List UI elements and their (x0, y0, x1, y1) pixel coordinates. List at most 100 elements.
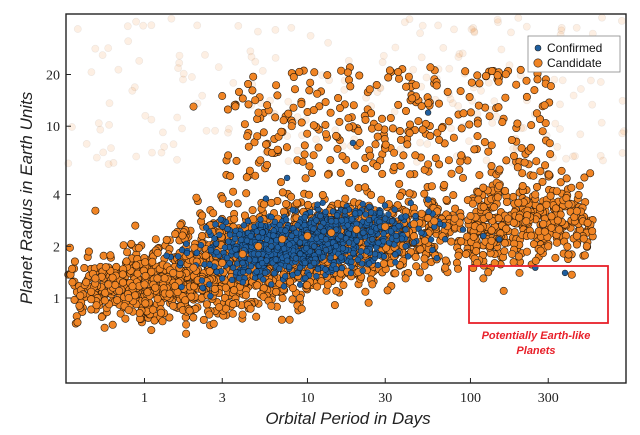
faded-point (258, 67, 267, 75)
candidate-point (546, 191, 555, 200)
legend-label-candidate: Candidate (547, 56, 602, 70)
candidate-point (443, 87, 452, 96)
candidate-point (273, 145, 282, 154)
confirmed-point (333, 212, 341, 219)
confirmed-point (206, 281, 213, 288)
candidate-point (99, 251, 108, 260)
confirmed-point (303, 245, 310, 252)
candidate-point (529, 240, 538, 249)
confirmed-point (197, 242, 205, 249)
faded-point (488, 119, 497, 127)
confirmed-point (380, 253, 388, 260)
confirmed-point (374, 261, 382, 269)
confirmed-point (257, 216, 264, 223)
candidate-point (408, 94, 417, 103)
candidate-point (223, 105, 232, 114)
candidate-point (456, 87, 465, 96)
candidate-point (344, 114, 353, 123)
candidate-point (240, 211, 249, 220)
candidate-point (189, 102, 198, 111)
confirmed-point (354, 256, 361, 263)
candidate-point (382, 243, 391, 252)
candidate-point (518, 182, 527, 191)
confirmed-point (314, 265, 322, 273)
confirmed-point (213, 268, 220, 276)
candidate-point (395, 127, 404, 136)
candidate-point (411, 151, 420, 160)
candidate-point (541, 161, 550, 170)
candidate-point (300, 150, 309, 159)
candidate-point (91, 206, 100, 215)
confirmed-point (282, 273, 289, 280)
faded-point (306, 31, 315, 40)
candidate-point (354, 127, 363, 136)
candidate-point (394, 100, 403, 109)
candidate-point (374, 123, 383, 132)
candidate-point (100, 323, 109, 332)
faded-point (124, 37, 133, 46)
confirmed-point (221, 244, 229, 251)
confirmed-point (284, 257, 291, 264)
confirmed-point (259, 259, 266, 267)
candidate-point (567, 183, 576, 192)
candidate-point (287, 192, 296, 201)
confirmed-point (393, 232, 400, 240)
candidate-point (487, 236, 496, 245)
candidate-point (119, 241, 128, 250)
candidate-point (378, 169, 387, 178)
candidate-point (475, 79, 484, 88)
candidate-point (395, 179, 404, 188)
candidate-point (377, 114, 386, 123)
candidate-point (360, 164, 369, 173)
confirmed-point (292, 229, 300, 236)
candidate-point (189, 263, 198, 272)
candidate-point (485, 112, 494, 121)
confirmed-point (358, 260, 366, 267)
x-axis: 1 3 10 30 100 300 (141, 378, 559, 406)
confirmed-point (292, 255, 300, 262)
candidate-point (115, 286, 124, 295)
faded-point (448, 99, 457, 108)
candidate-point (465, 120, 474, 129)
x-tick-label: 10 (300, 391, 314, 406)
candidate-point (572, 240, 581, 249)
confirmed-point (357, 248, 365, 255)
candidate-point (516, 65, 525, 74)
faded-point (378, 58, 387, 67)
confirmed-point (433, 255, 440, 262)
candidate-point (326, 156, 335, 165)
candidate-point (246, 304, 255, 313)
confirmed-point (240, 222, 248, 229)
candidate-point (412, 262, 421, 271)
candidate-point (405, 189, 414, 198)
faded-point (157, 148, 166, 157)
candidate-point (457, 124, 466, 133)
confirmed-point (216, 231, 223, 239)
candidate-point (101, 263, 110, 272)
candidate-point (474, 101, 483, 110)
confirmed-point (225, 238, 232, 245)
faded-point (571, 152, 579, 160)
faded-point (450, 25, 458, 34)
legend: Confirmed Candidate (527, 35, 621, 73)
faded-point (454, 102, 463, 110)
confirmed-point (337, 232, 344, 240)
candidate-point (121, 314, 130, 323)
faded-point (179, 69, 188, 78)
faded-point (391, 43, 400, 52)
candidate-point (141, 258, 150, 267)
candidate-point (335, 104, 344, 113)
confirmed-point (236, 231, 243, 238)
candidate-point (218, 194, 227, 203)
candidate-point (502, 156, 511, 165)
confirmed-point (228, 276, 236, 284)
candidate-point (132, 261, 141, 270)
x-axis-title: Orbital Period in Days (265, 409, 431, 428)
candidate-point (450, 214, 459, 223)
confirmed-point (219, 275, 226, 282)
confirmed-point (366, 203, 373, 210)
candidate-point (238, 310, 247, 319)
candidate-point (383, 286, 392, 295)
candidate-point (153, 294, 162, 303)
faded-point (447, 124, 455, 133)
